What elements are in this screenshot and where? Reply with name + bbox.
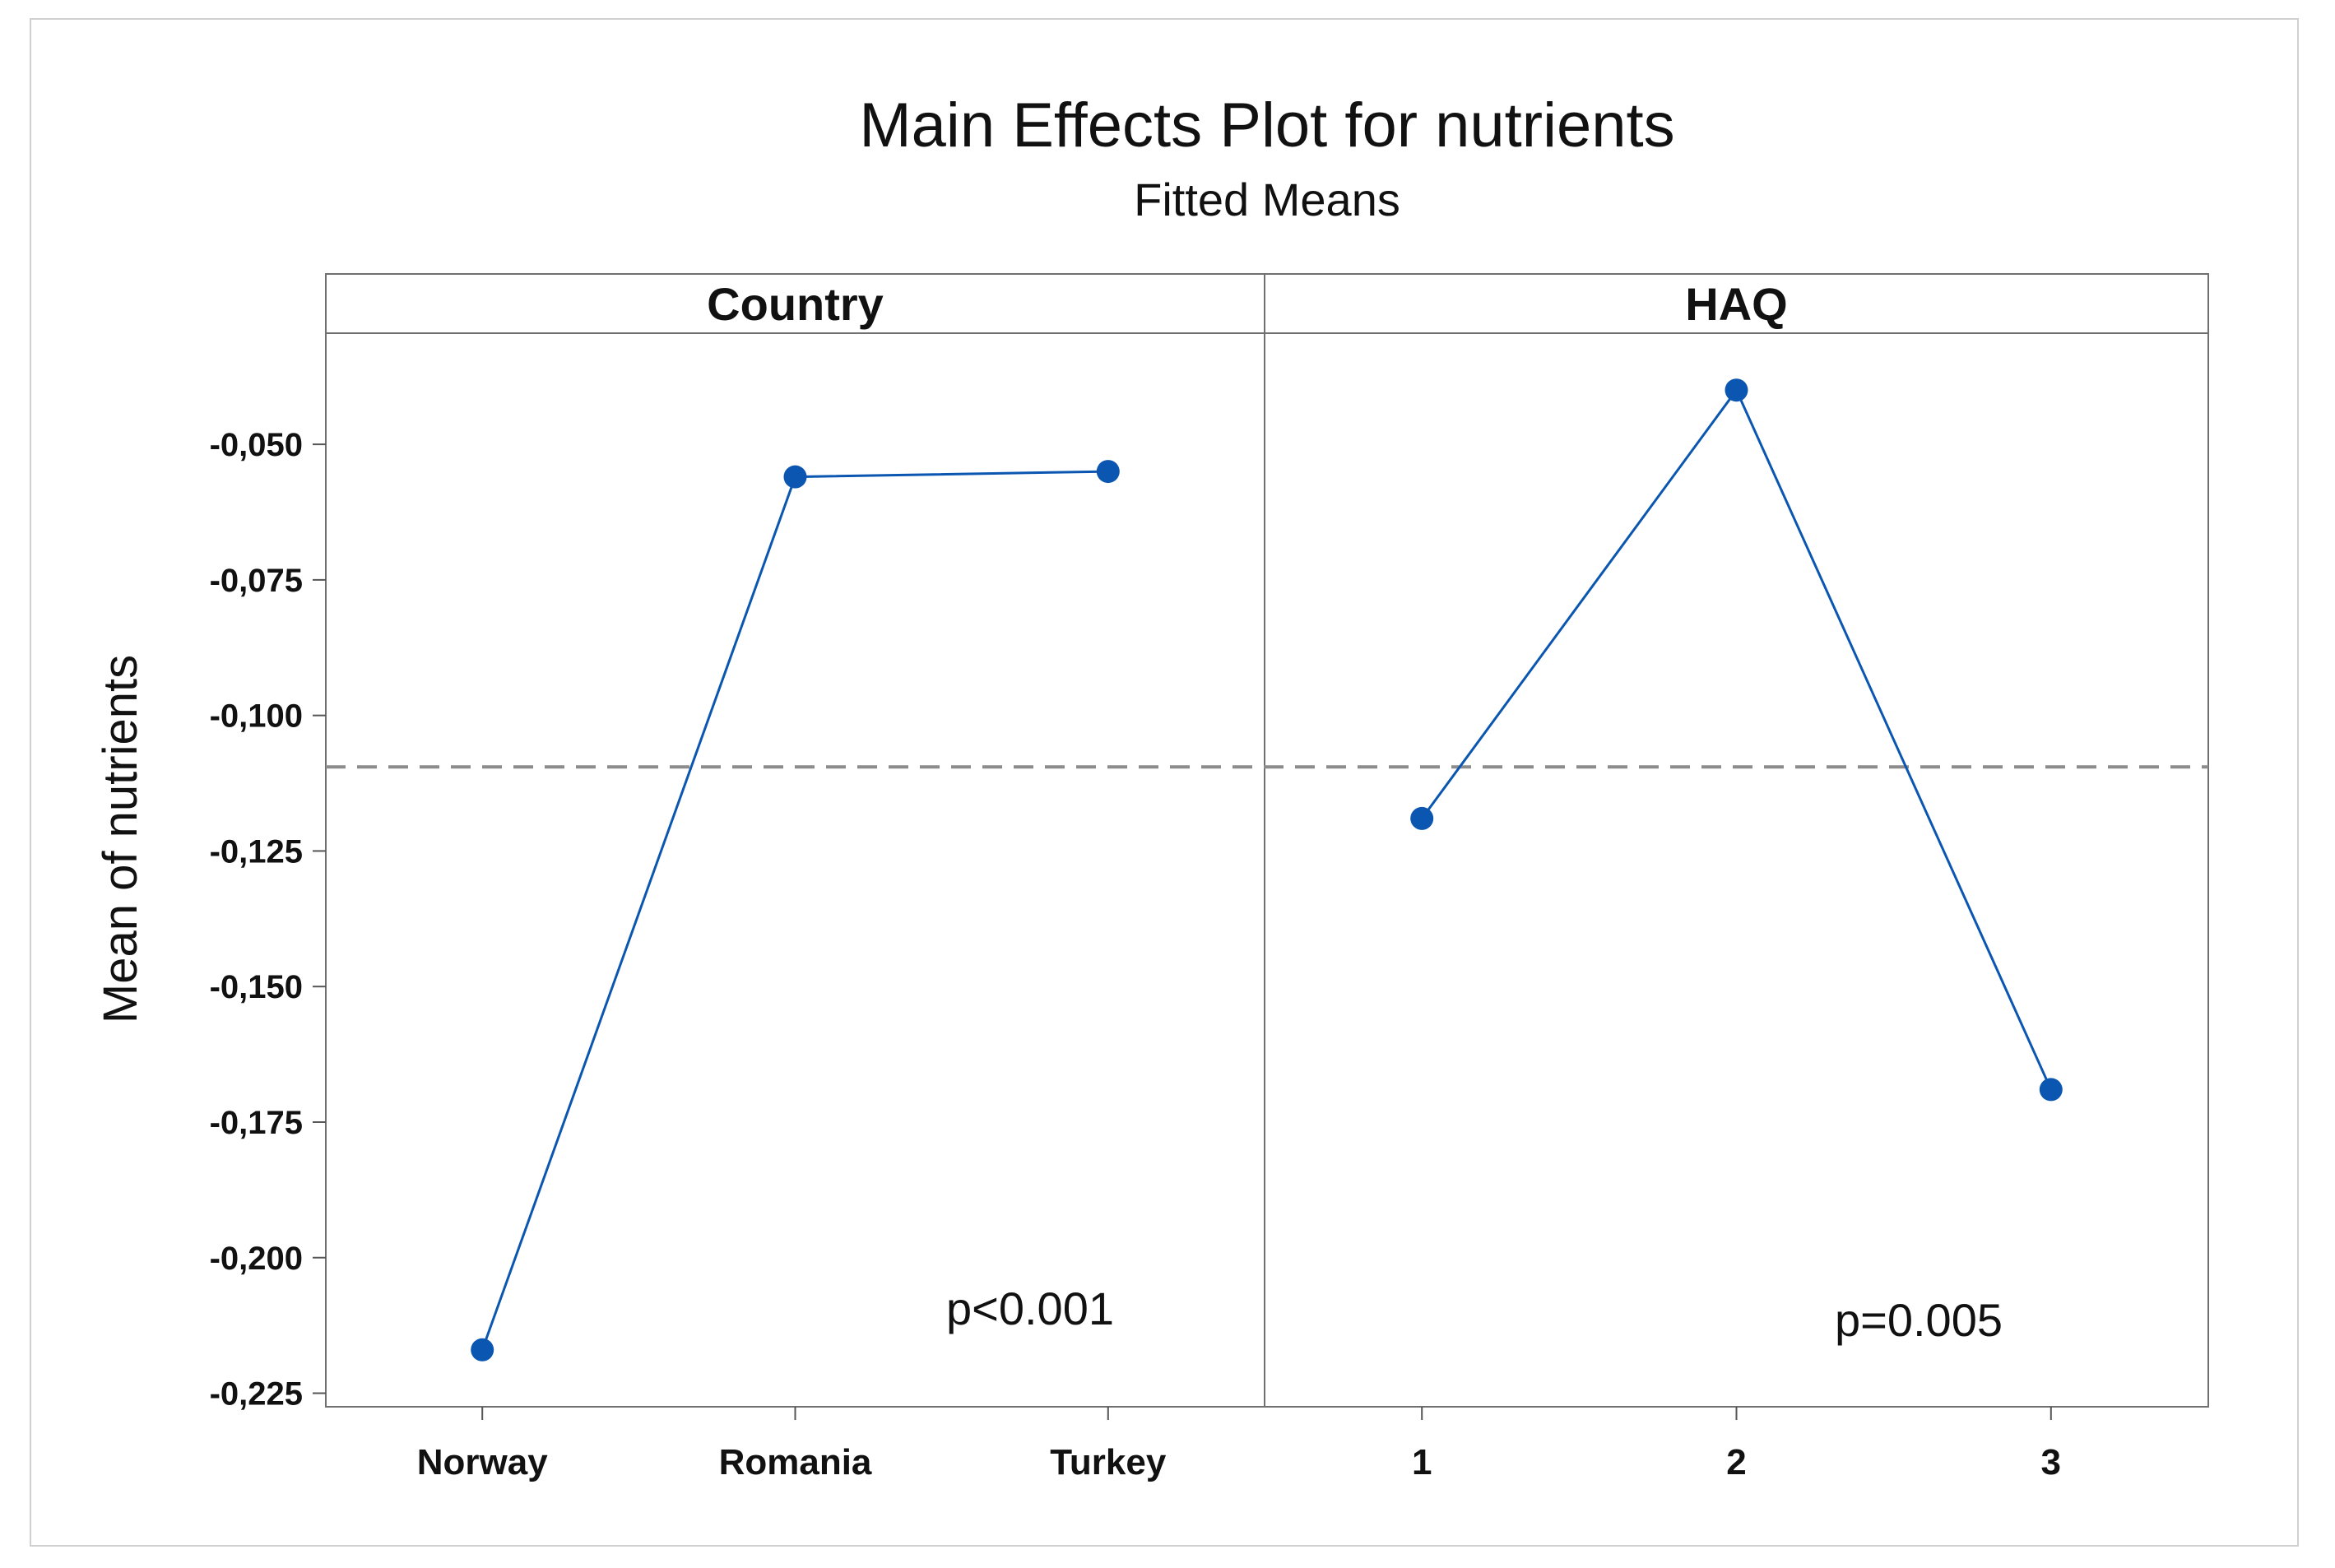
x-tick-label: Turkey — [1050, 1442, 1167, 1482]
y-tick-label: -0,125 — [210, 833, 303, 870]
y-tick-label: -0,100 — [210, 698, 303, 735]
x-tick-label: 3 — [2041, 1442, 2061, 1482]
y-tick-label: -0,050 — [210, 427, 303, 463]
plot-area: -0,050 -0,075 -0,100 -0,125 -0,150 -0,175 -0,2… — [210, 273, 2209, 1482]
y-axis-label: Mean of nutrients — [94, 655, 147, 1023]
x-tick-label: 1 — [1412, 1442, 1432, 1482]
chart-title: Main Effects Plot for nutrients — [859, 90, 1674, 160]
chart-subtitle: Fitted Means — [1134, 174, 1400, 225]
x-tick-label: Norway — [417, 1442, 548, 1482]
plot-border — [325, 273, 2209, 1408]
y-tick-label: -0,175 — [210, 1105, 303, 1141]
p-value-annotation: p=0.005 — [1835, 1294, 2003, 1346]
panel-title: Country — [707, 278, 884, 330]
panel-title: HAQ — [1685, 278, 1787, 330]
x-tick-label: 2 — [1726, 1442, 1746, 1482]
y-tick-label: -0,200 — [210, 1241, 303, 1277]
y-tick-label: -0,150 — [210, 969, 303, 1005]
p-value-annotation: p<0.001 — [946, 1283, 1114, 1334]
series-line — [480, 470, 1108, 1351]
series-line — [1420, 387, 2053, 1091]
data-point — [1410, 806, 1434, 830]
y-tick-label: -0,075 — [210, 563, 303, 599]
data-point — [1096, 460, 1120, 484]
x-tick-label: Romania — [719, 1442, 872, 1482]
data-point — [1725, 378, 1748, 402]
data-point — [471, 1338, 494, 1362]
y-tick-label: -0,225 — [210, 1376, 303, 1413]
data-point — [783, 465, 807, 489]
chart-frame — [30, 18, 2299, 1547]
data-point — [2039, 1078, 2063, 1102]
